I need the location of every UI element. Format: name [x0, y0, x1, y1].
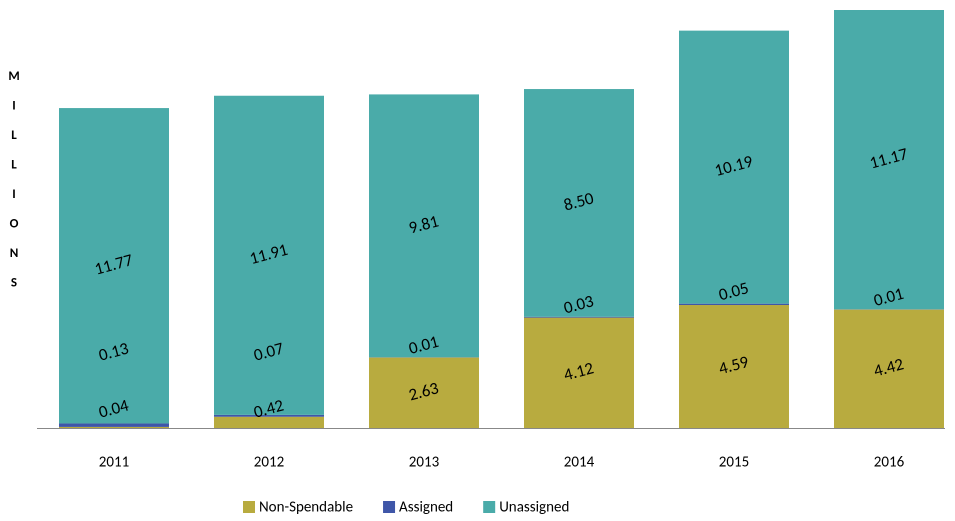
bar-segment: [214, 414, 324, 417]
legend-swatch: [483, 501, 496, 513]
bar-segment: [524, 89, 634, 317]
bar-segment: [679, 303, 789, 306]
bar-segment: [59, 423, 169, 427]
bar-segment: [369, 357, 479, 428]
legend-swatch: [243, 501, 255, 513]
bar-segment: [834, 309, 944, 428]
legend-label: Assigned: [399, 499, 453, 517]
bar-segment: [524, 317, 634, 428]
x-tick-label: 2012: [254, 454, 284, 472]
bar-segment: [214, 416, 324, 428]
x-tick-label: 2016: [874, 454, 905, 472]
legend-label: Unassigned: [499, 499, 569, 517]
bar-segment: [834, 10, 944, 310]
x-tick-label: 2015: [719, 454, 749, 472]
bar-segment: [59, 108, 169, 424]
bar-segment: [369, 94, 479, 358]
bar-segment: [524, 316, 634, 318]
bar-segment: [679, 30, 789, 304]
bar-segment: [679, 305, 789, 428]
x-tick-label: 2014: [564, 454, 595, 472]
bar-segment: [59, 426, 169, 428]
bar-segment: [214, 95, 324, 415]
legend-swatch: [383, 501, 396, 513]
x-tick-label: 2013: [409, 454, 440, 472]
legend-label: Non-Spendable: [259, 499, 353, 517]
x-tick-label: 2011: [99, 454, 129, 472]
